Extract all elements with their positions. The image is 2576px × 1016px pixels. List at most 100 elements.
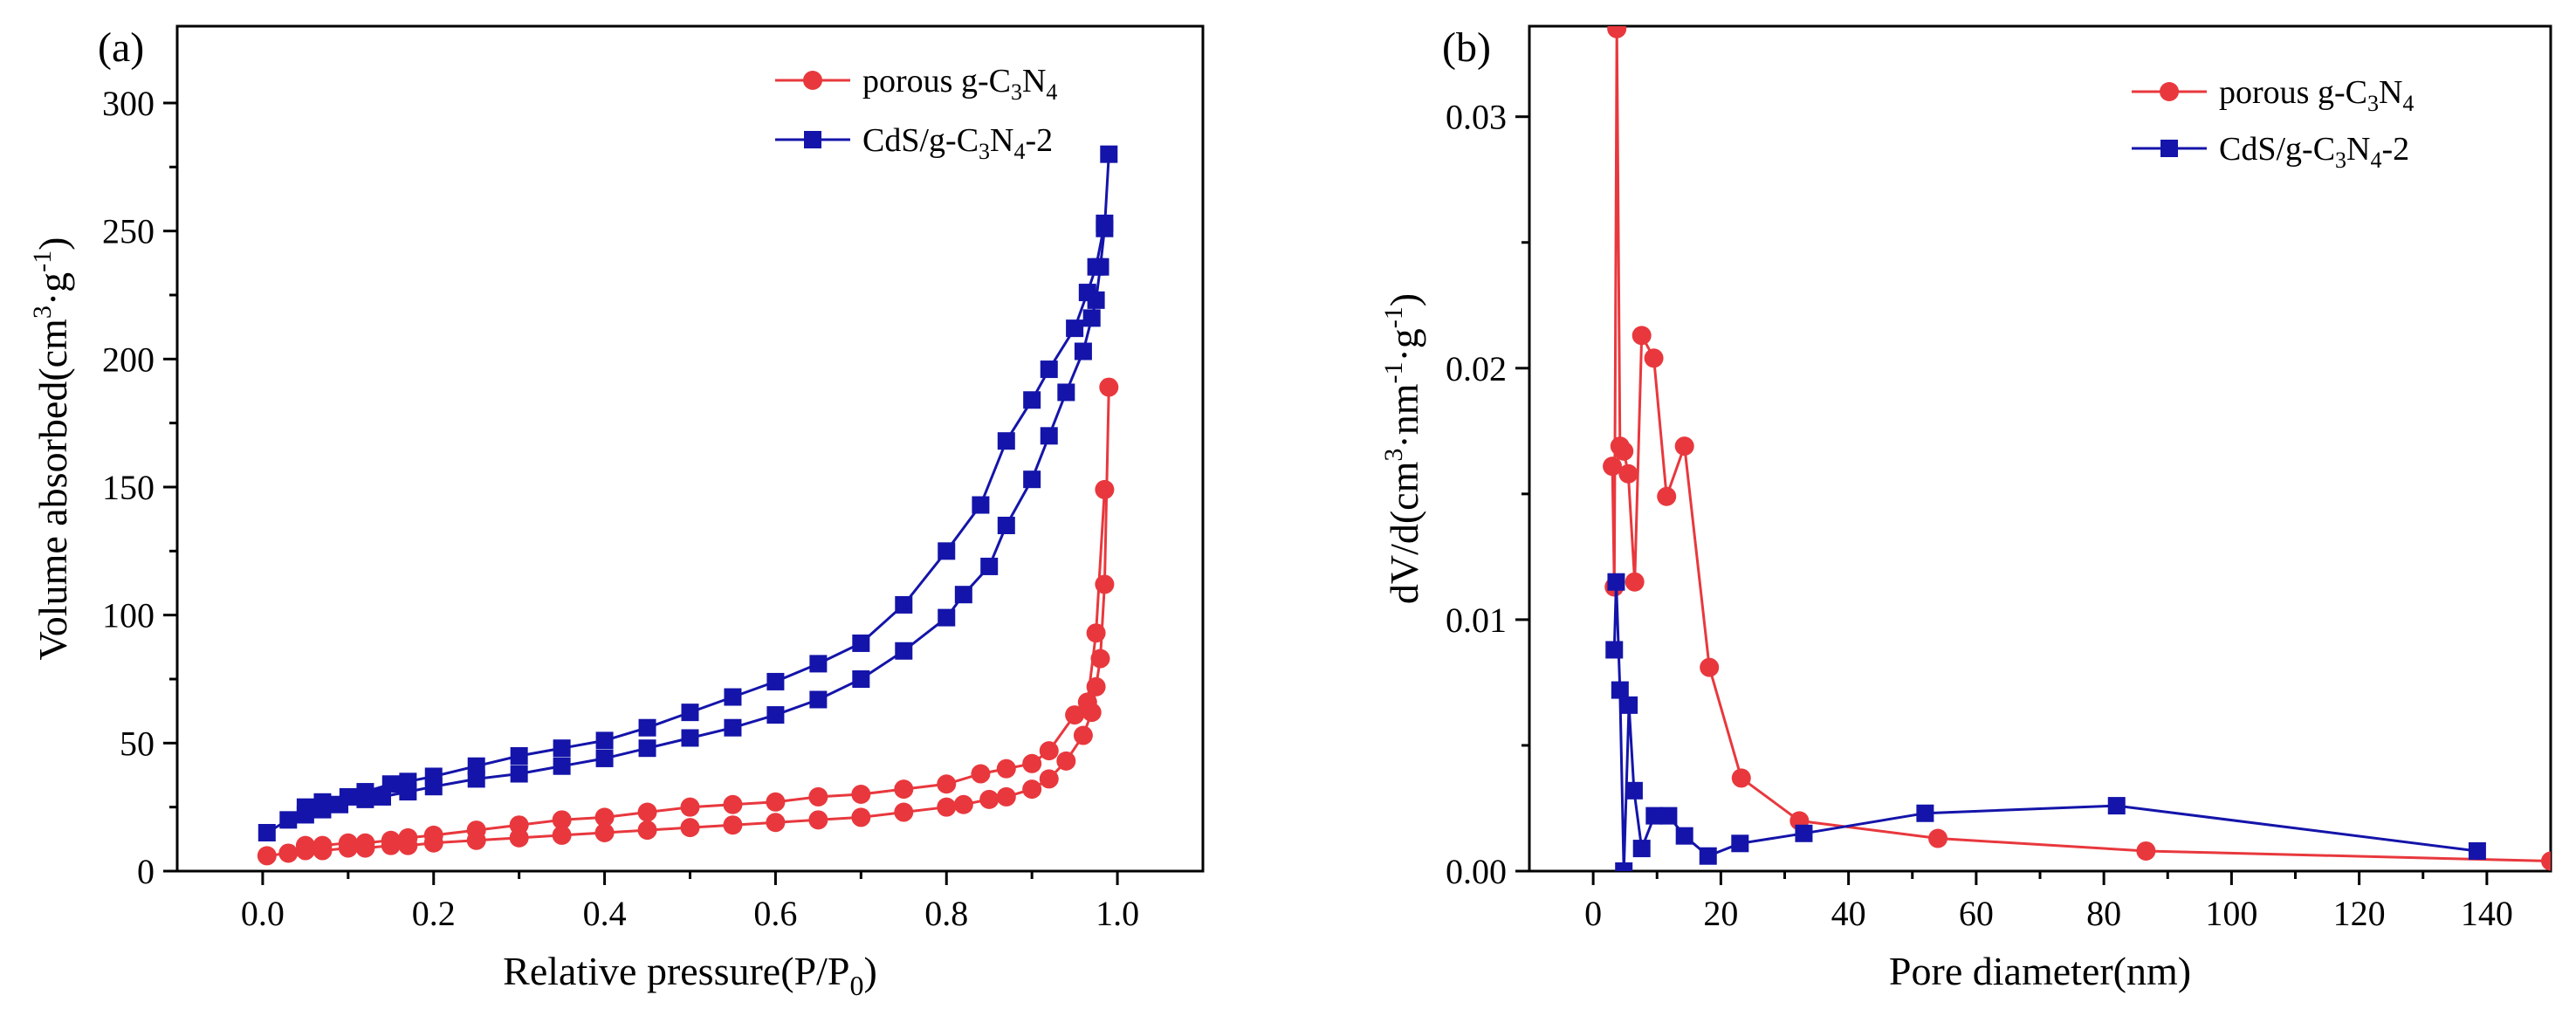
data-point [1928, 828, 1947, 848]
data-point [1023, 470, 1041, 489]
data-point [1659, 807, 1678, 825]
data-point [638, 718, 656, 737]
data-point [979, 789, 999, 809]
legend-label: porous g-C3N4 [862, 63, 1057, 105]
legend-entry: CdS/g-C3N4-2 [2132, 131, 2409, 173]
data-point [1073, 725, 1093, 745]
data-point [894, 802, 914, 822]
panel-label: (b) [1442, 24, 1491, 71]
data-point [852, 670, 870, 688]
data-point [1607, 573, 1625, 591]
data-point [1040, 360, 1058, 379]
legend-marker [803, 71, 822, 90]
data-point [895, 595, 913, 614]
data-point [724, 688, 742, 706]
data-point [313, 835, 333, 855]
y-tick-label: 100 [102, 596, 155, 635]
data-point [852, 634, 870, 652]
data-point [279, 811, 298, 829]
data-point [681, 729, 699, 747]
x-tick-label: 100 [2205, 894, 2257, 933]
data-point [509, 815, 529, 835]
data-point [339, 787, 357, 806]
data-point [1099, 377, 1119, 397]
data-point [466, 820, 486, 841]
y-tick-label: 150 [102, 468, 155, 507]
data-point [1607, 26, 1627, 38]
data-point [954, 586, 972, 604]
data-point [553, 739, 571, 758]
series-1 [1603, 26, 2551, 871]
x-tick-label: 80 [2086, 894, 2121, 933]
legend-label: CdS/g-C3N4-2 [2219, 131, 2409, 173]
y-axis-title: dV/d(cm3·nm-1·g-1) [1379, 293, 1426, 604]
data-point [997, 517, 1015, 534]
y-tick-label: 0.03 [1446, 98, 1507, 137]
data-point [980, 557, 999, 575]
data-point [1095, 574, 1115, 594]
data-point [1090, 649, 1110, 669]
data-point [953, 794, 973, 814]
data-point [594, 807, 615, 827]
data-point [1605, 641, 1624, 659]
data-point [1022, 779, 1042, 800]
data-point [997, 432, 1015, 450]
data-point [1100, 145, 1118, 163]
data-point [423, 825, 443, 845]
data-point [510, 747, 528, 765]
data-point [1039, 741, 1059, 761]
data-point [1657, 486, 1677, 506]
series-2 [258, 145, 1118, 841]
x-tick-label: 0.8 [924, 894, 968, 933]
data-point [1675, 827, 1693, 845]
data-point [1086, 623, 1106, 643]
data-point [1065, 705, 1085, 725]
data-point [552, 825, 572, 845]
data-point [938, 542, 956, 560]
y-tick-label: 200 [102, 340, 155, 379]
data-point [808, 786, 828, 807]
data-point [338, 833, 358, 853]
data-point [680, 818, 700, 838]
data-point [937, 774, 957, 794]
legend-entry: porous g-C3N4 [775, 63, 1057, 105]
data-point [1731, 834, 1749, 853]
data-point [1023, 391, 1041, 409]
data-point [972, 496, 990, 514]
data-point [1603, 457, 1623, 477]
data-point [1057, 383, 1075, 402]
series-line [305, 223, 1106, 809]
data-point [2541, 851, 2551, 871]
data-point [1620, 696, 1638, 714]
data-point [398, 827, 418, 848]
data-point [356, 783, 374, 801]
y-tick-label: 300 [102, 84, 155, 123]
data-point [2136, 841, 2156, 861]
data-point [1040, 427, 1058, 445]
data-point [2107, 797, 2126, 815]
x-tick-label: 120 [2333, 894, 2386, 933]
data-point [1700, 657, 1720, 677]
data-point [638, 739, 656, 758]
data-point [295, 835, 315, 855]
data-point [851, 807, 871, 827]
legend-entry: CdS/g-C3N4-2 [775, 122, 1053, 164]
series-line [1612, 581, 2478, 871]
data-point [996, 759, 1016, 779]
data-point [355, 833, 375, 853]
data-point [1674, 436, 1694, 457]
panel-label: (a) [98, 24, 144, 71]
x-tick-label: 0.4 [583, 894, 627, 933]
series-2 [1605, 573, 2486, 871]
data-point [1625, 572, 1645, 592]
data-point [938, 608, 956, 627]
y-tick-label: 0.00 [1446, 852, 1507, 891]
data-point [257, 846, 277, 866]
data-point [313, 793, 332, 811]
series-line [1611, 28, 2551, 862]
panel-b: 0 20 40 60 80 100 120 140 0.00 0.01 0.02 0.03 (b) Por… [1379, 24, 2552, 993]
data-point [553, 757, 571, 775]
data-point [637, 802, 657, 822]
x-tick-label: 40 [1831, 894, 1866, 933]
y-tick-label: 50 [120, 724, 155, 763]
